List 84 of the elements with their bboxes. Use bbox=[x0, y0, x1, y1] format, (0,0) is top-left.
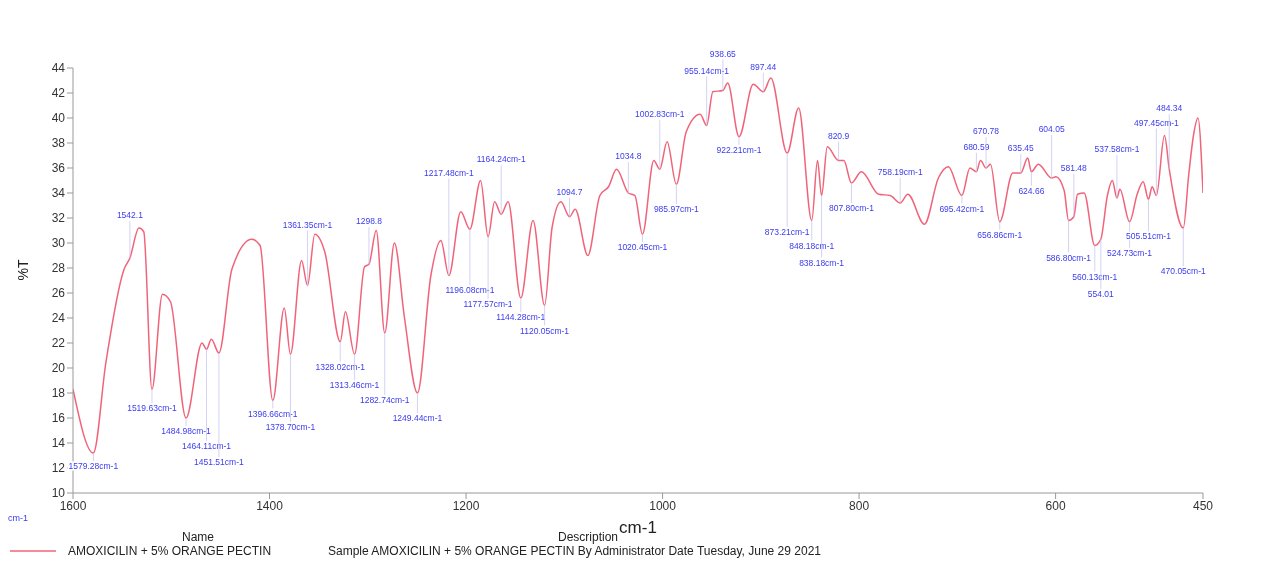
annotation: 922.21cm-1 bbox=[716, 144, 762, 155]
y-tick-label: 44 bbox=[51, 61, 66, 76]
annotation: 1464.11cm-1 bbox=[182, 441, 232, 452]
annotation: 586.80cm-1 bbox=[1046, 252, 1092, 263]
y-tick-label: 36 bbox=[51, 161, 66, 176]
annotation: 807.80cm-1 bbox=[828, 203, 875, 213]
y-tick-label: 20 bbox=[51, 361, 66, 376]
y-tick-label: 34 bbox=[51, 186, 66, 201]
annotation: 848.18cm-1 bbox=[789, 240, 835, 251]
x-tick-label: 1200 bbox=[452, 498, 480, 513]
annotation: 1361.35cm-1 bbox=[282, 219, 333, 230]
annotation: 1542.1 bbox=[116, 210, 144, 220]
y-tick-label: 40 bbox=[51, 111, 66, 126]
annotation: 1313.46cm-1 bbox=[329, 380, 380, 391]
annotation: 873.21cm-1 bbox=[764, 227, 810, 237]
annotation: 897.44 bbox=[750, 61, 777, 72]
annotation: 820.9 bbox=[827, 130, 850, 141]
annotation: 1144.28cm-1 bbox=[496, 312, 546, 322]
annotation: 1034.8 bbox=[615, 151, 642, 161]
text: Description bbox=[558, 530, 619, 544]
annotation: 604.05 bbox=[1038, 124, 1065, 134]
annotation: 470.05cm-1 bbox=[1160, 266, 1207, 276]
annotation: 1519.63cm-1 bbox=[127, 403, 178, 414]
annotation: 1020.45cm-1 bbox=[617, 242, 668, 253]
y-tick-label: 32 bbox=[51, 211, 66, 226]
annotation: 1177.57cm-1 bbox=[463, 298, 513, 309]
y-tick-label: 10 bbox=[51, 486, 66, 501]
annotation: 484.34 bbox=[1156, 103, 1183, 114]
y-tick-label: 22 bbox=[51, 336, 66, 351]
annotation: 537.58cm-1 bbox=[1094, 144, 1140, 154]
x-tick-label: 600 bbox=[1045, 498, 1066, 513]
x-tick-label: 1400 bbox=[256, 498, 284, 513]
annotation: 1328.02cm-1 bbox=[315, 361, 366, 372]
annotation: 1396.66cm-1 bbox=[247, 408, 298, 419]
annotation: 581.48 bbox=[1060, 162, 1088, 173]
annotation: 1451.51cm-1 bbox=[194, 457, 244, 467]
annotation: 497.45cm-1 bbox=[1133, 117, 1180, 128]
x-tick-label: 800 bbox=[849, 498, 870, 513]
y-tick-label: 14 bbox=[51, 436, 66, 451]
annotation: 635.45 bbox=[1007, 143, 1035, 153]
y-axis-title: %T bbox=[14, 259, 31, 281]
annotation: 670.78 bbox=[973, 126, 1000, 136]
y-tick-label: 24 bbox=[51, 311, 66, 326]
y-tick-label: 38 bbox=[51, 136, 66, 151]
text: cm-1 bbox=[8, 513, 28, 523]
annotation: 624.66 bbox=[1018, 185, 1045, 196]
annotation: 1282.74cm-1 bbox=[359, 395, 410, 405]
annotation: 1217.48cm-1 bbox=[424, 167, 474, 178]
y-tick-label: 16 bbox=[51, 411, 66, 426]
y-tick-label: 28 bbox=[51, 261, 66, 276]
annotation: 758.19cm-1 bbox=[877, 167, 923, 177]
text: Sample AMOXICILIN + 5% ORANGE PECTIN By Administrator Date Tuesday, June 29 2021 bbox=[328, 544, 822, 558]
annotation: 938.65 bbox=[709, 48, 737, 59]
annotation: 1298.8 bbox=[355, 216, 383, 227]
annotation: 1002.83cm-1 bbox=[634, 109, 685, 120]
annotation: 1164.24cm-1 bbox=[476, 154, 526, 165]
annotation: 695.42cm-1 bbox=[939, 203, 985, 214]
x-tick-label: 1000 bbox=[649, 498, 677, 513]
annotation: 656.86cm-1 bbox=[977, 229, 1023, 240]
y-tick-label: 12 bbox=[51, 461, 66, 476]
annotation: 838.18cm-1 bbox=[799, 257, 845, 268]
annotation: 955.14cm-1 bbox=[684, 65, 730, 76]
annotation: 680.59 bbox=[963, 141, 990, 152]
annotation: 985.97cm-1 bbox=[653, 204, 700, 215]
legend-label: AMOXICILIN + 5% ORANGE PECTIN bbox=[68, 544, 273, 558]
annotation: 1378.70cm-1 bbox=[265, 422, 316, 433]
annotation: 1120.05cm-1 bbox=[520, 325, 570, 336]
annotation: 1249.44cm-1 bbox=[392, 413, 443, 423]
annotation: 524.73cm-1 bbox=[1107, 247, 1153, 258]
x-tick-label: 1600 bbox=[59, 498, 87, 513]
y-tick-label: 26 bbox=[51, 286, 66, 301]
annotation: 554.01 bbox=[1087, 289, 1115, 300]
y-tick-label: 42 bbox=[51, 86, 66, 101]
legend-title: Name bbox=[181, 530, 215, 544]
annotation: 1579.28cm-1 bbox=[68, 461, 119, 471]
x-tick-label: 450 bbox=[1192, 498, 1214, 513]
x-axis-title: cm-1 bbox=[619, 518, 657, 537]
annotation: 560.13cm-1 bbox=[1072, 271, 1118, 282]
annotation: 1196.08cm-1 bbox=[445, 285, 495, 296]
annotation: 1094.7 bbox=[556, 186, 583, 197]
annotation: 1484.98cm-1 bbox=[161, 426, 212, 436]
y-tick-label: 30 bbox=[51, 236, 66, 251]
annotation: 505.51cm-1 bbox=[1126, 231, 1172, 242]
y-tick-label: 18 bbox=[51, 386, 66, 401]
